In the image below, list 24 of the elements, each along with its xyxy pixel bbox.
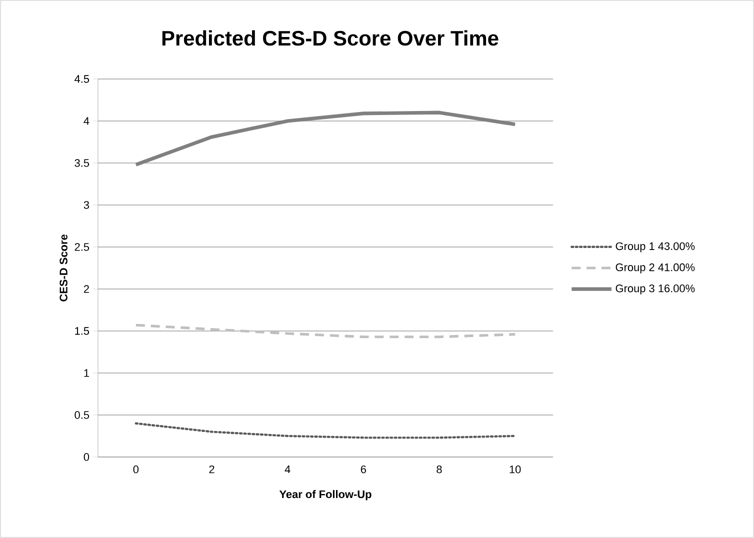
y-tick-label: 1: [84, 369, 89, 377]
x-tick-label: 2: [209, 465, 214, 474]
line-series: [134, 110, 517, 166]
y-tick-label: 0.5: [74, 411, 90, 419]
y-tick-label: 4.5: [74, 75, 90, 83]
chart-title: Predicted CES-D Score Over Time: [162, 30, 498, 46]
legend-label: Group 2 41.00%: [616, 263, 695, 274]
x-tick-label: 0: [133, 465, 139, 474]
y-tick-label: 1.5: [75, 327, 90, 335]
line-series: [134, 422, 516, 439]
y-tick-label: 2: [84, 285, 89, 293]
x-tick-label: 8: [436, 465, 442, 474]
y-tick-label: 2.5: [74, 243, 90, 251]
y-axis-title: CES-D Score: [60, 234, 68, 302]
x-tick-label: 6: [360, 465, 366, 474]
y-tick-label: 3.5: [74, 159, 90, 167]
x-axis-title: Year of Follow-Up: [279, 490, 372, 500]
legend-label: Group 1 43.00%: [616, 242, 695, 252]
y-tick-label: 3: [84, 201, 90, 209]
x-tick-label: 4: [284, 465, 290, 474]
legend-label: Group 3 16.00%: [616, 284, 695, 294]
y-tick-label: 0: [84, 453, 90, 461]
x-tick-label: 10: [510, 465, 521, 474]
y-tick-label: 4: [84, 117, 90, 125]
